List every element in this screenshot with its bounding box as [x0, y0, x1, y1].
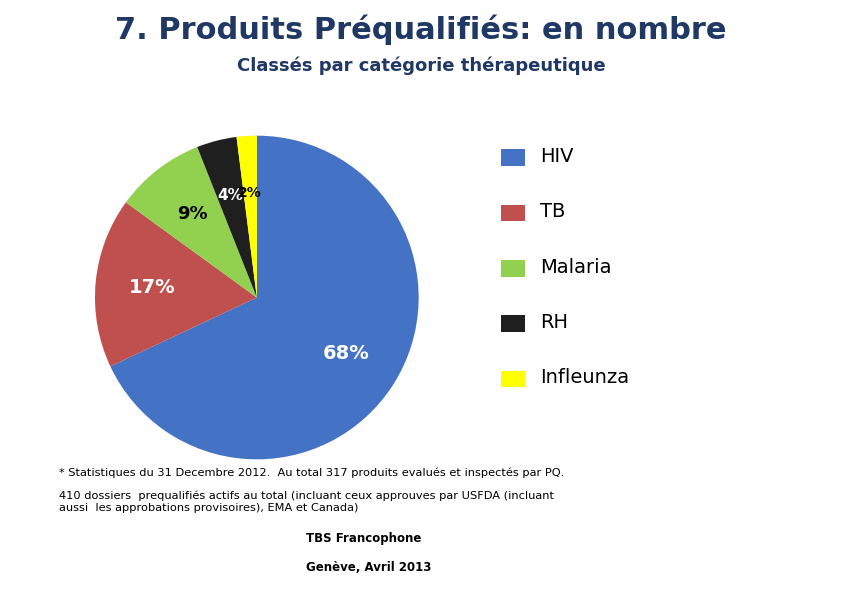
Text: Classés par catégorie thérapeutique: Classés par catégorie thérapeutique	[237, 57, 605, 75]
Wedge shape	[110, 136, 418, 459]
Text: 7. Produits Préqualifiés: en nombre: 7. Produits Préqualifiés: en nombre	[115, 15, 727, 45]
Wedge shape	[125, 147, 257, 298]
Wedge shape	[95, 202, 257, 367]
Text: Infleunza: Infleunza	[540, 368, 629, 387]
Text: TB: TB	[540, 202, 565, 221]
Text: Malaria: Malaria	[540, 258, 611, 277]
Wedge shape	[237, 136, 257, 298]
Text: RH: RH	[540, 313, 568, 332]
Text: TBS Francophone: TBS Francophone	[306, 533, 421, 546]
Text: 410 dossiers  prequalifiés actifs au total (incluant ceux approuves par USFDA (i: 410 dossiers prequalifiés actifs au tota…	[59, 491, 554, 513]
Text: * Statistiques du 31 Decembre 2012.  Au total 317 produits evalués et inspectés : * Statistiques du 31 Decembre 2012. Au t…	[59, 467, 564, 478]
Text: World Health: World Health	[139, 527, 261, 546]
Text: QUALITY MEDICINES FOR EVERYONE: QUALITY MEDICINES FOR EVERYONE	[413, 572, 682, 585]
Text: 2%: 2%	[238, 186, 262, 199]
Text: 68%: 68%	[322, 345, 369, 364]
Text: HIV: HIV	[540, 147, 573, 166]
Text: 4%: 4%	[218, 188, 243, 203]
Text: 9%: 9%	[177, 205, 208, 223]
Text: PQP: PQP	[590, 513, 757, 582]
Wedge shape	[197, 137, 257, 298]
Text: 17%: 17%	[129, 278, 175, 297]
Text: Genève, Avril 2013: Genève, Avril 2013	[306, 561, 431, 574]
Text: Organization: Organization	[139, 562, 259, 580]
